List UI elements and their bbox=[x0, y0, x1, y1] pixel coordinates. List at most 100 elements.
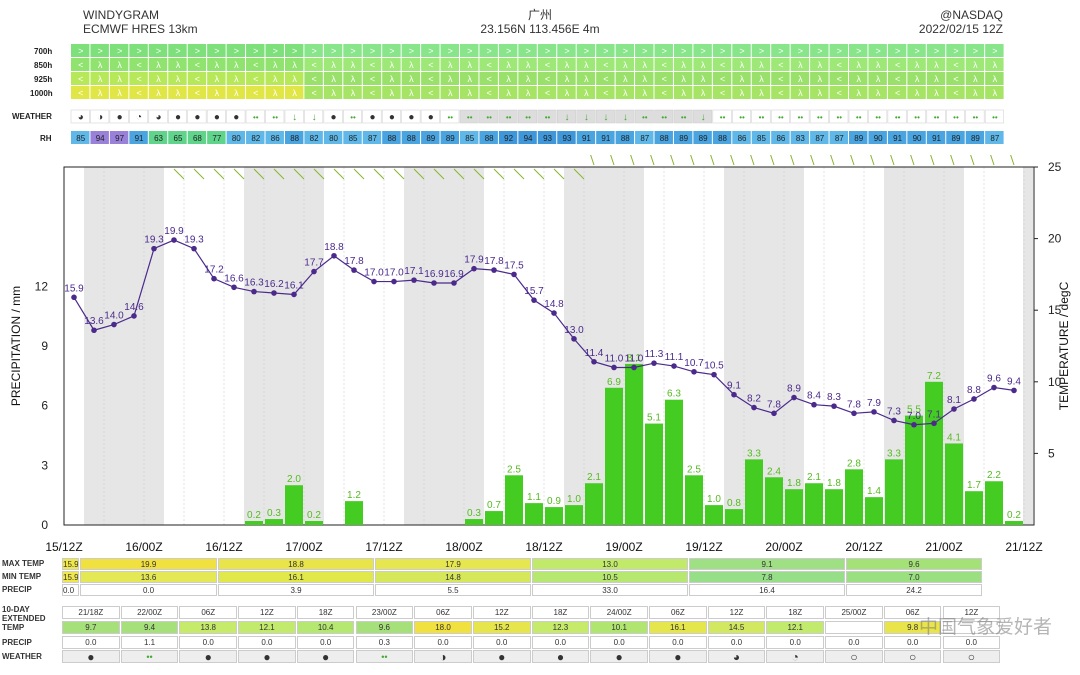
rh-value: 91 bbox=[893, 134, 902, 143]
precip-bar bbox=[285, 485, 303, 525]
wind-cell bbox=[304, 44, 323, 57]
weather-cell bbox=[420, 109, 440, 124]
wind-cell bbox=[421, 44, 440, 57]
weather-cell bbox=[109, 109, 129, 124]
wind-arrow-icon: λ bbox=[798, 88, 803, 98]
y-tick-right: 10 bbox=[1048, 375, 1062, 389]
temperature-point bbox=[251, 288, 257, 295]
wind-cell bbox=[635, 58, 654, 71]
wind-arrow-icon: λ bbox=[448, 88, 453, 98]
wind-cell bbox=[965, 72, 985, 85]
wind-arrow-icon: λ bbox=[292, 74, 297, 84]
daily-cell: 7.0 bbox=[846, 571, 982, 583]
wind-arrow-icon: λ bbox=[565, 60, 570, 70]
wind-arrow-icon: λ bbox=[117, 88, 122, 98]
wind-barb-icon bbox=[393, 168, 405, 180]
wind-arrow-icon: λ bbox=[506, 88, 511, 98]
weather-icon: •• bbox=[739, 113, 745, 122]
wind-barb-icon bbox=[910, 155, 915, 166]
wind-cell bbox=[90, 58, 109, 71]
daily-cell: 15.9 bbox=[62, 558, 79, 570]
wind-cell bbox=[693, 44, 712, 57]
wind-arrow-icon: λ bbox=[623, 60, 628, 70]
wind-cell bbox=[109, 86, 129, 99]
temperature-label: 14.0 bbox=[104, 311, 124, 322]
precip-label: 7.2 bbox=[927, 371, 941, 382]
wind-cell bbox=[693, 86, 712, 99]
y-axis-title-right: TEMPERATURE / degC bbox=[1057, 281, 1071, 410]
wind-cell bbox=[732, 86, 751, 99]
temperature-label: 17.8 bbox=[344, 256, 364, 267]
temperature-point bbox=[91, 327, 97, 334]
rh-value: 94 bbox=[524, 134, 533, 143]
x-tick-label: 17/12Z bbox=[365, 540, 402, 554]
temperature-point bbox=[731, 391, 737, 398]
y-tick-left: 9 bbox=[41, 339, 48, 353]
wind-arrow-icon: λ bbox=[156, 88, 161, 98]
ext-weather-icon: ● bbox=[472, 650, 531, 663]
wind-cell bbox=[868, 58, 887, 71]
temperature-label: 17.8 bbox=[484, 256, 504, 267]
wind-cell bbox=[673, 72, 693, 85]
rh-cell bbox=[557, 131, 576, 144]
wind-arrow-icon: λ bbox=[176, 88, 181, 98]
wind-cell bbox=[71, 44, 90, 57]
wind-barb-icon bbox=[193, 168, 205, 180]
precip-label: 2.0 bbox=[287, 474, 301, 485]
daily-cell: 15.9 bbox=[62, 571, 79, 583]
wind-arrow-icon: λ bbox=[448, 60, 453, 70]
ext-time-cell: 12Z bbox=[942, 606, 1001, 619]
precip-bar bbox=[625, 363, 643, 525]
wind-arrow-icon: > bbox=[895, 46, 900, 56]
weather-cell bbox=[809, 109, 829, 124]
wind-cell bbox=[965, 86, 985, 99]
ext-weather-icon: ● bbox=[531, 650, 590, 663]
rh-value: 85 bbox=[76, 134, 85, 143]
wind-cell bbox=[887, 86, 907, 99]
wind-arrow-icon: > bbox=[506, 46, 511, 56]
rh-cell bbox=[887, 131, 907, 144]
weather-icon: •• bbox=[681, 113, 687, 122]
weather-icon: ● bbox=[428, 112, 434, 123]
wind-cell bbox=[926, 58, 946, 71]
wind-barb-icon bbox=[233, 168, 245, 180]
level-925-label: 925h bbox=[34, 75, 53, 84]
wind-cell bbox=[460, 86, 479, 99]
rh-cell bbox=[635, 131, 654, 144]
precip-bar bbox=[705, 505, 723, 525]
ext-precip-cell: 0.0 bbox=[825, 636, 883, 649]
weather-cell bbox=[168, 109, 187, 124]
wind-cell bbox=[246, 72, 265, 85]
wind-arrow-icon: λ bbox=[506, 74, 511, 84]
wind-cell bbox=[323, 58, 343, 71]
weather-icon: •• bbox=[856, 113, 862, 122]
wind-cell bbox=[498, 72, 518, 85]
rh-cell bbox=[265, 131, 284, 144]
weather-icon: ↓ bbox=[292, 112, 297, 123]
rh-cell bbox=[615, 131, 635, 144]
rh-cell bbox=[985, 131, 1004, 144]
rh-cell bbox=[732, 131, 751, 144]
wind-arrow-icon: < bbox=[370, 74, 375, 84]
precip-label: 1.7 bbox=[967, 480, 981, 491]
wind-cell bbox=[90, 86, 109, 99]
wind-cell bbox=[343, 58, 362, 71]
wind-cell bbox=[829, 44, 848, 57]
weather-icon: ● bbox=[389, 112, 395, 123]
rh-value: 88 bbox=[660, 134, 669, 143]
ext-temp-cell: 9.8 bbox=[883, 621, 942, 634]
wind-cell bbox=[771, 72, 790, 85]
rh-cell bbox=[673, 131, 693, 144]
ext-weather-icon: ● bbox=[62, 650, 120, 663]
temperature-label: 17.0 bbox=[364, 268, 384, 279]
weather-cell bbox=[148, 109, 168, 124]
temperature-label: 7.0 bbox=[907, 411, 921, 422]
night-band bbox=[724, 167, 804, 525]
wind-barb-icon bbox=[690, 155, 695, 166]
rh-cell bbox=[965, 131, 985, 144]
precip-bar bbox=[685, 475, 703, 525]
rh-cell bbox=[109, 131, 129, 144]
precip-label: 1.4 bbox=[867, 486, 881, 497]
ext-temp-cell: 10.1 bbox=[590, 621, 648, 634]
rh-value: 87 bbox=[990, 134, 999, 143]
